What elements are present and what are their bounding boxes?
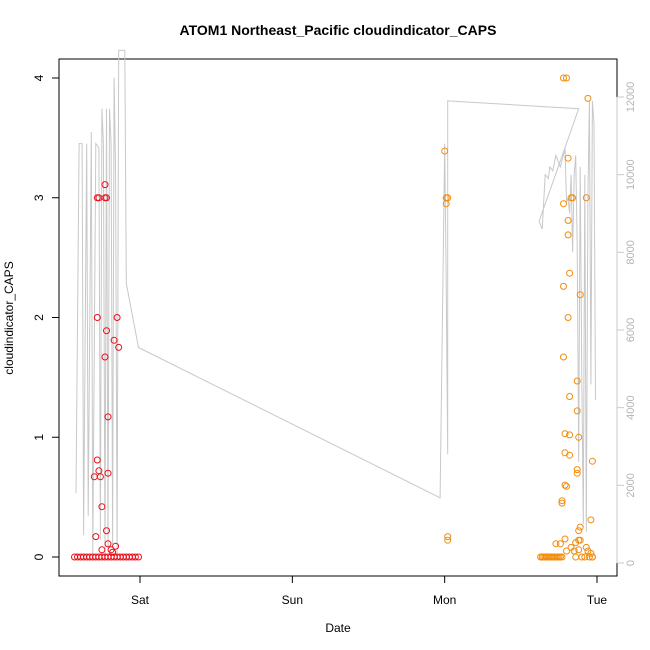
point-orange-26 [560,200,567,208]
y-tick-label-0: 0 [32,553,46,560]
chart-title: ATOM1 Northeast_Pacific cloudindicator_C… [180,22,497,38]
right-y-tick-label-0: 0 [625,560,637,566]
point-red-45 [113,314,121,321]
point-red-38 [104,540,112,548]
point-orange-31 [561,481,569,489]
point-red-21 [135,553,142,561]
point-orange-58 [576,291,584,299]
point-orange-41 [566,393,574,400]
point-orange-5 [444,536,452,544]
point-orange-29 [561,430,569,438]
point-orange-40 [566,269,574,277]
point-red-20 [131,553,139,561]
point-orange-39 [564,314,572,321]
y-tick-label-3: 3 [32,194,46,201]
point-orange-68 [587,516,595,524]
point-red-40 [104,469,112,477]
point-orange-21 [552,540,560,548]
point-orange-63 [582,194,590,202]
point-red-36 [103,327,110,335]
point-red-31 [98,546,106,554]
y-tick-label-2: 2 [32,314,46,321]
point-red-29 [96,473,104,481]
point-red-42 [109,548,117,556]
point-red-39 [104,413,112,421]
cloud-line-layer [75,49,596,559]
point-orange-43 [566,451,574,459]
point-orange-37 [564,217,572,224]
point-orange-67 [585,553,593,561]
point-orange-23 [558,499,566,507]
point-orange-32 [561,535,569,543]
plot-area-frame [58,58,618,577]
point-orange-36 [564,154,572,162]
point-red-35 [103,194,110,202]
point-orange-28 [560,353,567,361]
point-orange-25 [560,74,567,82]
point-orange-61 [578,553,586,561]
point-orange-46 [569,194,577,202]
point-orange-34 [563,482,570,490]
point-orange-27 [560,282,567,290]
point-orange-0 [441,147,449,155]
point-orange-51 [573,407,581,415]
point-red-44 [112,542,120,550]
point-red-30 [98,503,106,511]
point-red-25 [93,314,101,321]
y-tick-label-1: 1 [32,434,46,441]
point-red-37 [103,527,110,535]
y-axis: 0 1 2 3 4 [32,74,60,560]
point-orange-20 [558,553,566,561]
x-axis: Sat Sun Mon Tue [131,575,608,607]
point-orange-53 [573,469,581,477]
point-orange-52 [573,466,581,474]
point-orange-60 [576,536,584,544]
x-tick-label-1: Sun [282,593,303,607]
points-layer [71,74,596,561]
point-orange-59 [576,523,584,531]
point-orange-33 [563,74,570,82]
point-red-43 [110,336,118,344]
point-orange-55 [575,527,583,535]
point-red-23 [92,533,100,541]
right-y-tick-label-1: 2000 [625,473,637,497]
right-y-tick-label-4: 8000 [625,240,637,264]
point-orange-69 [587,549,595,557]
x-tick-label-2: Mon [433,593,456,607]
point-red-24 [93,456,101,464]
y-axis-label: cloudindicator_CAPS [2,261,16,374]
x-tick-label-3: Tue [587,593,608,607]
right-y-tick-label-2: 4000 [625,395,637,419]
right-y-tick-label-5: 10000 [625,159,637,190]
point-orange-49 [572,553,580,561]
point-orange-54 [575,433,583,441]
right-y-tick-label-6: 12000 [625,82,637,113]
point-orange-42 [566,431,574,439]
point-orange-64 [582,543,590,551]
right-y-tick-label-3: 6000 [625,318,637,342]
point-orange-4 [444,533,452,541]
cloud-line [75,49,596,559]
point-orange-38 [564,231,572,239]
point-orange-3 [444,194,452,202]
x-tick-label-0: Sat [131,593,150,607]
point-orange-22 [556,540,564,548]
point-orange-50 [573,377,581,385]
point-orange-70 [588,457,596,465]
x-axis-label: Date [325,621,351,635]
y-tick-label-4: 4 [32,74,46,81]
point-orange-66 [584,94,592,102]
point-orange-24 [558,497,566,505]
point-orange-72 [588,553,596,561]
point-orange-62 [581,553,589,561]
point-orange-57 [575,546,583,554]
point-red-32 [101,181,109,189]
right-y-axis: 0 2000 4000 6000 8000 10000 12000 [616,82,637,566]
point-red-34 [101,353,109,361]
point-red-46 [115,343,123,351]
point-orange-35 [563,547,570,555]
